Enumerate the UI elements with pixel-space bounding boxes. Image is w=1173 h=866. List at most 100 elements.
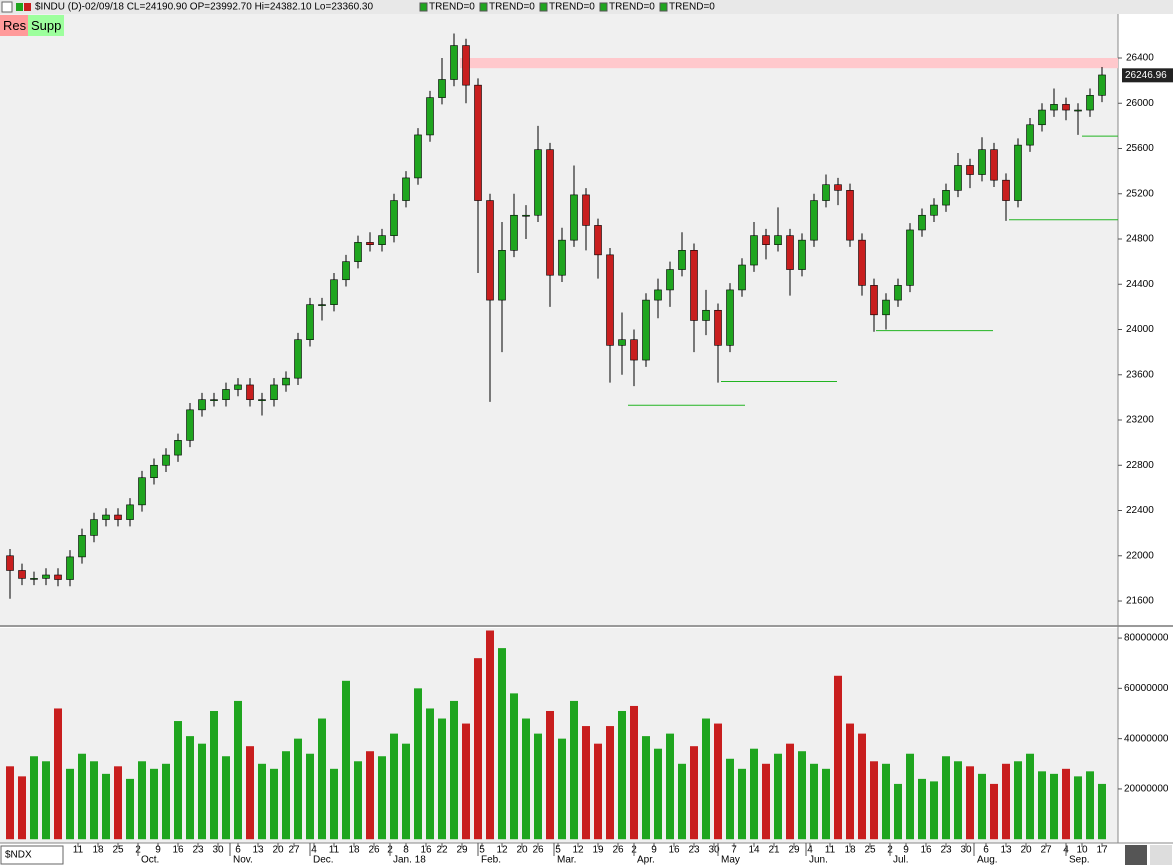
x-tick-label: 21 bbox=[768, 845, 780, 856]
candle-body bbox=[390, 200, 398, 236]
candle-body bbox=[294, 339, 302, 379]
candle-body bbox=[282, 377, 290, 386]
volume-bar bbox=[90, 761, 98, 840]
candle-body bbox=[978, 149, 986, 175]
candle-body bbox=[858, 239, 866, 286]
x-tick-label: 9 bbox=[155, 845, 161, 856]
candle-body bbox=[306, 304, 314, 340]
volume-bar bbox=[882, 763, 890, 840]
volume-bar bbox=[738, 768, 746, 840]
month-label: Aug. bbox=[977, 855, 998, 866]
last-price-label: 26246.96 bbox=[1125, 70, 1167, 81]
candle-body bbox=[606, 254, 614, 346]
volume-bar bbox=[114, 766, 122, 840]
volume-bar bbox=[42, 761, 50, 840]
x-tick-label: 13 bbox=[252, 845, 264, 856]
y-tick-label: 24400 bbox=[1126, 279, 1154, 290]
add-button[interactable] bbox=[1150, 845, 1172, 865]
candle-body bbox=[1002, 179, 1010, 201]
volume-bar bbox=[282, 751, 290, 840]
candle-body bbox=[414, 134, 422, 179]
volume-bar bbox=[294, 738, 302, 840]
y-tick-label: 60000000 bbox=[1124, 683, 1169, 694]
volume-bar bbox=[1038, 771, 1046, 840]
y-tick-label: 22400 bbox=[1126, 505, 1154, 516]
volume-bar bbox=[414, 688, 422, 840]
volume-bar bbox=[774, 753, 782, 840]
x-tick-label: 18 bbox=[92, 845, 104, 856]
candle-body bbox=[714, 309, 722, 346]
volume-bar bbox=[714, 723, 722, 840]
volume-bar bbox=[1098, 783, 1106, 840]
volume-bar bbox=[162, 763, 170, 840]
volume-bar bbox=[450, 700, 458, 840]
candle-body bbox=[630, 339, 638, 361]
volume-bar bbox=[486, 630, 494, 840]
volume-bar bbox=[894, 783, 902, 840]
x-tick-label: 17 bbox=[1096, 845, 1108, 856]
candle-body bbox=[534, 149, 542, 216]
x-tick-label: 18 bbox=[348, 845, 360, 856]
candle-body bbox=[582, 194, 590, 226]
indicator-swatch bbox=[419, 2, 428, 12]
volume-bar bbox=[102, 773, 110, 840]
header-title: $INDU (D)-02/09/18 CL=24190.90 OP=23992.… bbox=[35, 2, 373, 13]
x-tick-label: 16 bbox=[420, 845, 432, 856]
x-tick-label: 5 bbox=[479, 845, 485, 856]
y-tick-label: 23600 bbox=[1126, 369, 1154, 380]
indicator-label: TREND=0 bbox=[609, 2, 655, 13]
candle-body bbox=[906, 229, 914, 286]
x-tick-label: 11 bbox=[329, 845, 340, 856]
candle-body bbox=[150, 464, 158, 479]
candle-body bbox=[918, 214, 926, 231]
candle-body bbox=[18, 570, 26, 579]
symbol-box[interactable] bbox=[0, 845, 64, 865]
volume-bar bbox=[1086, 771, 1094, 840]
volume-bar bbox=[1002, 763, 1010, 840]
volume-bar bbox=[270, 768, 278, 840]
candle-body bbox=[846, 190, 854, 241]
volume-bar bbox=[354, 761, 362, 840]
volume-bar bbox=[834, 675, 842, 840]
volume-bar bbox=[222, 756, 230, 840]
x-tick-label: 12 bbox=[572, 845, 584, 856]
candle-body bbox=[834, 184, 842, 191]
candle-body bbox=[774, 235, 782, 245]
supp-button[interactable]: Supp bbox=[28, 15, 65, 36]
candle-body bbox=[738, 264, 746, 291]
close-box[interactable] bbox=[1, 1, 13, 13]
y-tick-label: 25600 bbox=[1126, 143, 1154, 154]
candle-body bbox=[174, 440, 182, 456]
candle-body bbox=[678, 250, 686, 270]
volume-bar bbox=[762, 763, 770, 840]
price-pane bbox=[0, 14, 1118, 625]
refresh-button[interactable] bbox=[1125, 845, 1147, 865]
x-tick-label: 12 bbox=[496, 845, 508, 856]
month-label: Jul. bbox=[893, 855, 909, 866]
volume-bar bbox=[534, 733, 542, 840]
candle-body bbox=[186, 409, 194, 441]
candle-body bbox=[498, 250, 506, 301]
indicator-swatch bbox=[659, 2, 668, 12]
volume-bar bbox=[978, 773, 986, 840]
indicator-label: TREND=0 bbox=[549, 2, 595, 13]
candle-body bbox=[42, 574, 50, 579]
volume-bar bbox=[1050, 773, 1058, 840]
y-tick-label: 23200 bbox=[1126, 415, 1154, 426]
res-button[interactable]: Res bbox=[0, 15, 30, 36]
candle-body bbox=[114, 514, 122, 520]
candle-body bbox=[234, 384, 242, 390]
volume-bar bbox=[870, 761, 878, 840]
y-tick-label: 26000 bbox=[1126, 98, 1154, 109]
volume-bar bbox=[966, 766, 974, 840]
x-tick-label: 16 bbox=[172, 845, 184, 856]
indicator-swatch bbox=[599, 2, 608, 12]
volume-bar bbox=[666, 733, 674, 840]
volume-bar bbox=[642, 736, 650, 840]
volume-bar bbox=[246, 746, 254, 840]
volume-bar bbox=[462, 723, 470, 840]
y-tick-label: 24800 bbox=[1126, 234, 1154, 245]
candle-body bbox=[258, 399, 266, 401]
volume-bar bbox=[930, 781, 938, 840]
candle-body bbox=[822, 184, 830, 201]
